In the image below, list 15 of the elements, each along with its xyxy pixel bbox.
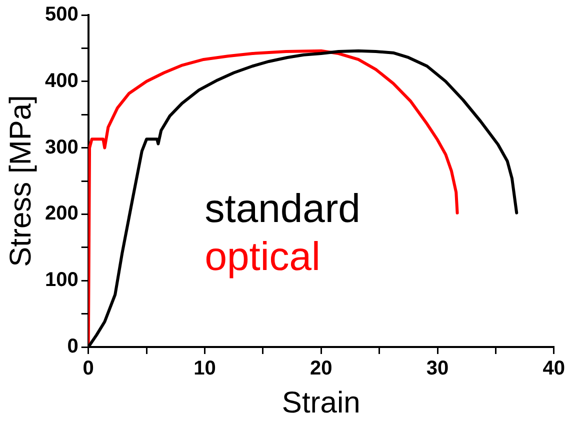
y-tick-label: 200 <box>44 202 78 225</box>
x-tick-label: 10 <box>194 358 216 380</box>
y-tick-label: 500 <box>44 4 78 26</box>
x-tick-label: 0 <box>82 358 94 380</box>
y-axis-title: Stress [MPa] <box>4 95 38 267</box>
y-tick-label: 400 <box>44 70 78 92</box>
series-label: standard <box>204 186 360 231</box>
x-axis-title: Strain <box>282 386 360 420</box>
x-tick-label: 30 <box>426 358 449 380</box>
x-tick-label: 40 <box>542 358 565 380</box>
x-tick-label: 20 <box>310 358 332 380</box>
y-tick-label: 100 <box>44 269 78 292</box>
text: optical <box>204 234 320 279</box>
y-tick-label: 0 <box>67 336 78 358</box>
y-tick-label: 300 <box>44 136 78 158</box>
